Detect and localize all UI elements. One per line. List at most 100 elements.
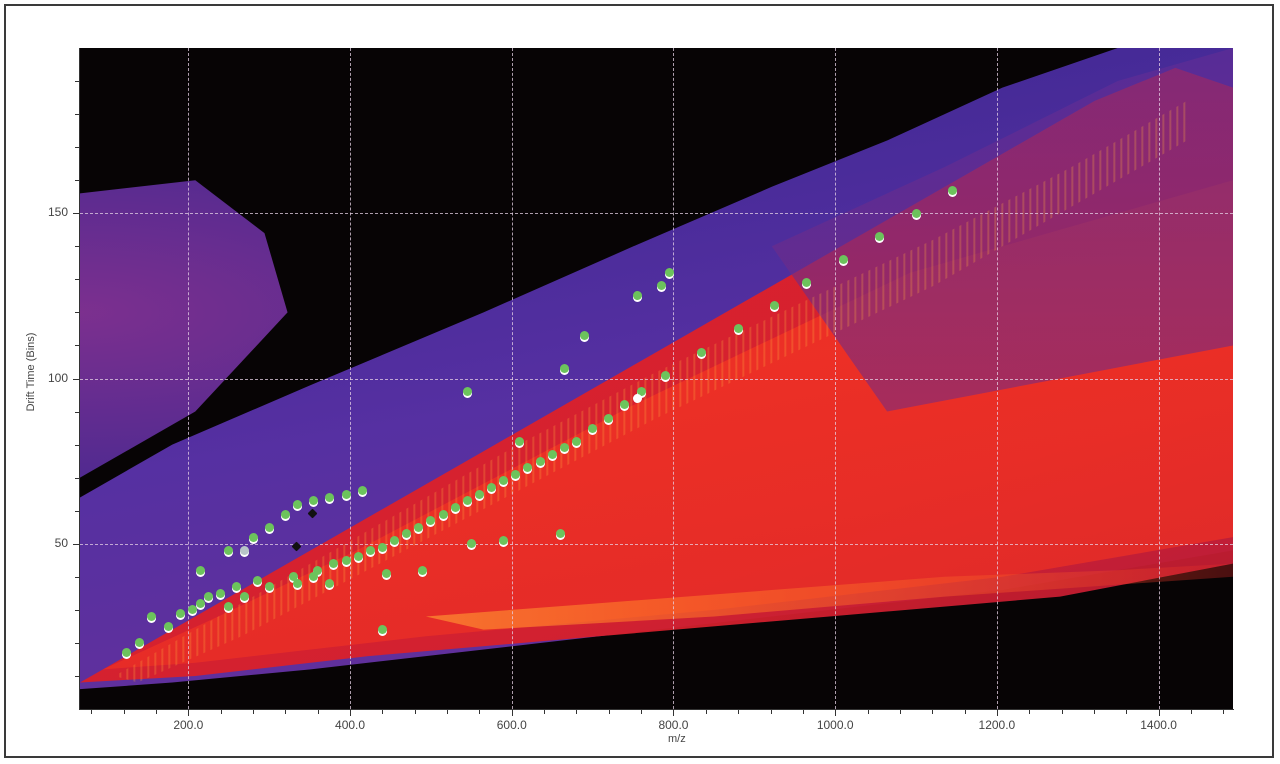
data-point-marker (293, 499, 302, 509)
data-point-marker (418, 565, 428, 575)
data-point-marker (588, 423, 598, 433)
data-point-marker (474, 489, 484, 499)
x-minor-tick (447, 710, 449, 714)
data-point-marker (426, 516, 436, 526)
x-minor-tick (705, 710, 707, 714)
y-minor-tick (75, 576, 79, 578)
x-axis-title: m/z (668, 733, 686, 745)
x-tick-label: 1000.0 (816, 718, 854, 732)
data-point-marker (487, 483, 497, 493)
data-point-marker (580, 331, 590, 341)
y-minor-tick (75, 345, 79, 347)
y-minor-tick (75, 312, 79, 314)
x-minor-tick (964, 710, 966, 714)
data-point-marker (571, 436, 581, 446)
grid-line-y (80, 213, 1233, 215)
data-point-marker (377, 542, 387, 552)
data-point-marker (307, 508, 318, 518)
y-minor-tick (75, 642, 79, 644)
data-point-marker (377, 625, 387, 635)
x-minor-tick (802, 710, 804, 714)
y-minor-tick (75, 279, 79, 281)
data-point-marker (402, 529, 412, 539)
data-point-marker (195, 598, 205, 608)
data-point-marker (466, 539, 476, 549)
data-point-marker (450, 502, 460, 512)
data-point-marker (248, 532, 258, 542)
y-minor-tick (75, 114, 79, 116)
x-tick-label: 1200.0 (978, 718, 1016, 732)
x-minor-tick (414, 710, 416, 714)
y-tick-label: 100 (47, 370, 68, 385)
x-tick-label: 600.0 (496, 718, 527, 732)
data-point-marker (264, 522, 274, 532)
data-point-marker (381, 568, 391, 578)
data-point-marker (414, 522, 424, 532)
x-tick-label: 400.0 (335, 718, 366, 732)
y-tick-label: 150 (47, 205, 68, 220)
data-point-marker (660, 370, 670, 380)
data-point-marker (325, 492, 335, 502)
data-point-marker (280, 509, 290, 519)
data-point-marker (947, 185, 957, 195)
data-point-marker (357, 486, 367, 496)
x-minor-tick (1061, 710, 1063, 714)
grid-line-x (188, 48, 190, 709)
x-minor-tick (253, 710, 255, 714)
y-minor-tick (75, 510, 79, 512)
grid-line-x (673, 48, 675, 709)
x-major-tick (188, 710, 190, 716)
x-minor-tick (608, 710, 610, 714)
grid-line-x (350, 48, 352, 709)
overlay-points (80, 48, 1233, 709)
grid-line-y (80, 378, 1233, 380)
data-point-marker (499, 535, 509, 545)
data-point-marker (838, 255, 848, 265)
data-point-marker (390, 535, 400, 545)
y-minor-tick (75, 147, 79, 149)
x-axis-line (79, 709, 1234, 710)
y-tick-label: 50 (54, 535, 68, 550)
heatmap-plot-area (80, 48, 1233, 709)
data-point-marker (224, 602, 234, 612)
grid-line-x (1158, 48, 1160, 709)
data-point-marker (175, 608, 185, 618)
data-point-marker (187, 605, 197, 615)
y-major-tick (73, 213, 79, 215)
data-point-marker (523, 463, 533, 473)
x-tick-label: 1400.0 (1140, 718, 1177, 732)
x-minor-tick (123, 710, 125, 714)
y-minor-tick (75, 444, 79, 446)
data-point-marker (664, 268, 674, 278)
x-minor-tick (641, 710, 643, 714)
data-point-marker (224, 545, 234, 555)
data-point-marker (365, 545, 375, 555)
data-point-marker (195, 565, 205, 575)
y-minor-tick (75, 675, 79, 677)
grid-line-y (80, 543, 1233, 545)
data-point-marker (559, 364, 569, 374)
data-point-marker (911, 208, 921, 218)
x-major-tick (1158, 710, 1160, 716)
y-minor-tick (75, 81, 79, 83)
data-point-marker (288, 572, 298, 582)
data-point-marker (163, 621, 173, 631)
y-minor-tick (75, 246, 79, 248)
data-point-marker (555, 529, 565, 539)
data-point-marker (216, 588, 226, 598)
data-point-marker (697, 347, 707, 357)
x-minor-tick (285, 710, 287, 714)
data-point-marker (515, 436, 525, 446)
grid-line-x (835, 48, 837, 709)
x-major-tick (835, 710, 837, 716)
data-point-marker (462, 496, 472, 506)
data-point-marker (325, 578, 335, 588)
y-minor-tick (75, 180, 79, 182)
data-point-marker (511, 469, 521, 479)
x-minor-tick (1190, 710, 1192, 714)
x-minor-tick (932, 710, 934, 714)
x-minor-tick (738, 710, 740, 714)
data-point-marker (240, 592, 250, 602)
data-point-marker (309, 496, 319, 506)
x-minor-tick (317, 710, 319, 714)
